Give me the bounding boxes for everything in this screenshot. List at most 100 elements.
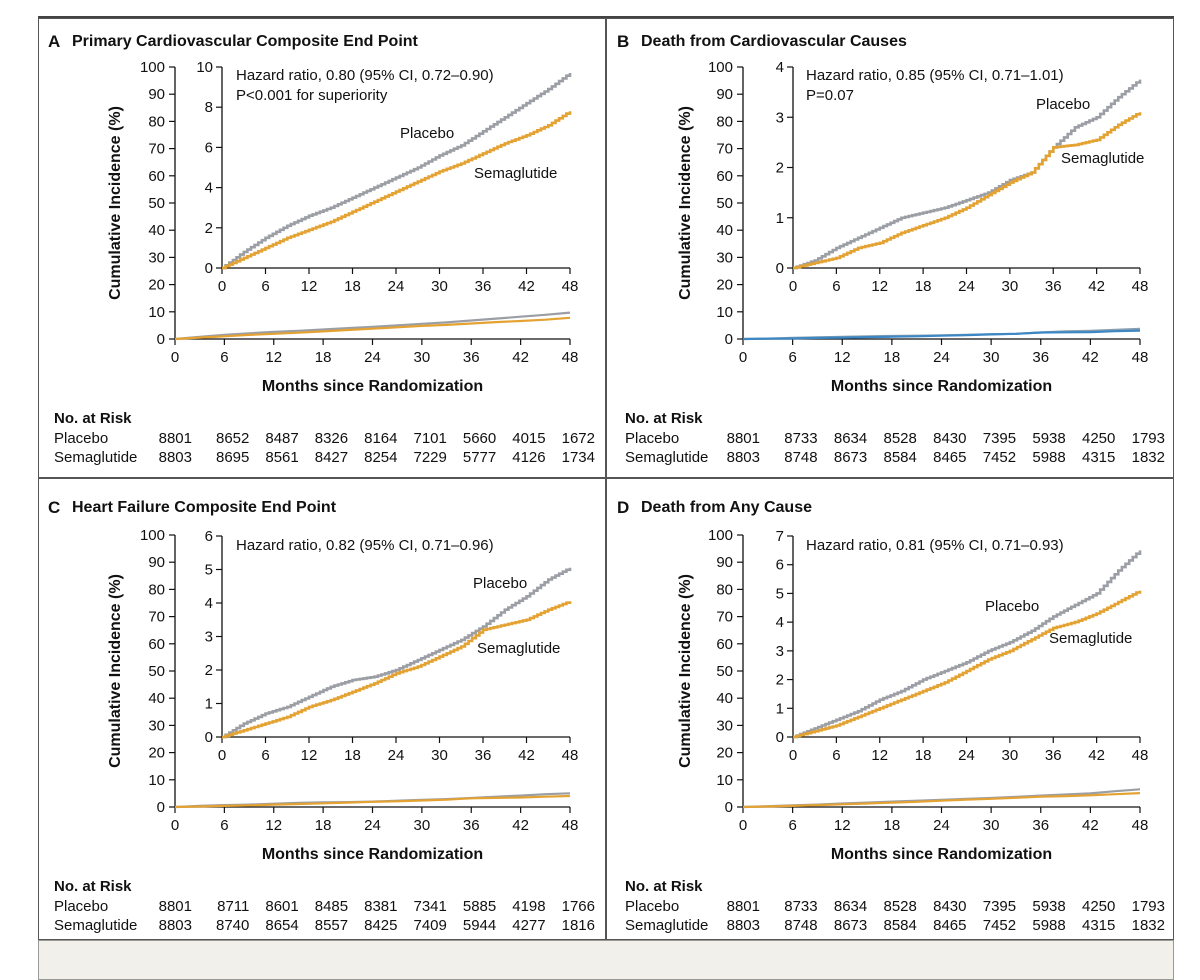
risk-header: No. at Risk xyxy=(625,410,703,427)
outer-y-tick-label: 90 xyxy=(716,86,733,103)
inset-x-tick-label: 42 xyxy=(1088,278,1105,295)
outer-x-tick-label: 18 xyxy=(315,817,332,834)
inset-x-tick-label: 6 xyxy=(832,747,840,764)
inset-x-tick-label: 48 xyxy=(562,747,579,764)
risk-value: 8584 xyxy=(883,917,917,934)
outer-y-tick-label: 60 xyxy=(716,636,733,653)
risk-value: 7341 xyxy=(413,898,447,915)
outer-series-semaglutide xyxy=(742,792,1141,809)
risk-row-label: Semaglutide xyxy=(625,917,709,934)
inset-x-tick-label: 30 xyxy=(1002,747,1019,764)
inset-y-tick-label: 2 xyxy=(205,220,213,237)
risk-value: 4126 xyxy=(512,449,546,466)
outer-y-tick-label: 30 xyxy=(716,717,733,734)
inset-y-tick-label: 3 xyxy=(776,643,784,660)
outer-y-tick-label: 80 xyxy=(716,113,733,130)
caption-box xyxy=(38,940,1174,980)
outer-y-tick-label: 90 xyxy=(716,554,733,571)
inset-x-tick-label: 48 xyxy=(1132,747,1149,764)
outer-y-tick-label: 50 xyxy=(148,195,165,212)
outer-y-tick-label: 80 xyxy=(148,113,165,130)
risk-value: 8528 xyxy=(883,898,917,915)
inset-y-tick-label: 7 xyxy=(776,528,784,545)
risk-value: 4250 xyxy=(1082,898,1116,915)
inset-x-tick-label: 18 xyxy=(344,747,361,764)
inset-x-tick-label: 0 xyxy=(218,278,226,295)
risk-value: 1793 xyxy=(1131,898,1165,915)
panel-b xyxy=(606,18,1174,478)
risk-row-label: Placebo xyxy=(625,898,680,915)
risk-value: 8634 xyxy=(833,430,868,447)
inset-x-tick-label: 36 xyxy=(1045,747,1062,764)
risk-value: 8803 xyxy=(726,917,760,934)
risk-header: No. at Risk xyxy=(54,410,132,427)
risk-value: 7101 xyxy=(413,430,447,447)
inset-y-tick-label: 8 xyxy=(205,99,213,116)
inset-x-tick-label: 36 xyxy=(475,747,492,764)
inset-y-tick-label: 0 xyxy=(205,260,213,277)
outer-y-tick-label: 90 xyxy=(148,86,165,103)
inset-series-semaglutide xyxy=(793,112,1142,270)
outer-y-tick-label: 60 xyxy=(716,168,733,185)
outer-y-tick-label: 70 xyxy=(716,141,733,158)
top-rule xyxy=(38,16,1174,18)
risk-value: 7229 xyxy=(413,449,447,466)
outer-y-tick-label: 0 xyxy=(725,331,733,348)
semaglutide-label: Semaglutide xyxy=(1061,150,1144,167)
outer-y-tick-label: 50 xyxy=(148,663,165,680)
inset-y-tick-label: 0 xyxy=(776,729,784,746)
inset-x-tick-label: 24 xyxy=(958,278,975,295)
inset-x-tick-label: 6 xyxy=(261,278,269,295)
risk-value: 8748 xyxy=(784,917,818,934)
outer-y-tick-label: 20 xyxy=(716,277,733,294)
inset-x-tick-label: 48 xyxy=(1132,278,1149,295)
outer-x-tick-label: 30 xyxy=(983,817,1000,834)
outer-x-tick-label: 36 xyxy=(1032,349,1049,366)
outer-y-tick-label: 30 xyxy=(148,717,165,734)
risk-value: 4250 xyxy=(1082,430,1116,447)
panel-d xyxy=(606,478,1174,940)
outer-y-tick-label: 20 xyxy=(148,745,165,762)
risk-row-label: Placebo xyxy=(625,430,680,447)
outer-y-tick-label: 10 xyxy=(148,772,165,789)
outer-x-tick-label: 42 xyxy=(512,817,529,834)
inset-x-tick-label: 30 xyxy=(431,278,448,295)
inset-y-tick-label: 3 xyxy=(205,629,213,646)
inset-x-tick-label: 12 xyxy=(301,278,318,295)
risk-value: 5944 xyxy=(462,917,497,934)
risk-value: 8465 xyxy=(933,449,967,466)
outer-y-tick-label: 70 xyxy=(148,609,165,626)
risk-value: 8652 xyxy=(216,430,250,447)
inset-x-tick-label: 30 xyxy=(1002,278,1019,295)
risk-value: 8740 xyxy=(216,917,250,934)
risk-value: 8425 xyxy=(364,917,398,934)
outer-y-tick-label: 30 xyxy=(148,249,165,266)
outer-y-tick-label: 50 xyxy=(716,195,733,212)
outer-x-tick-label: 6 xyxy=(788,349,796,366)
panel-c xyxy=(38,478,606,940)
inset-x-tick-label: 6 xyxy=(832,278,840,295)
outer-x-tick-label: 36 xyxy=(1032,817,1049,834)
hazard-annotation: Hazard ratio, 0.81 (95% CI, 0.71–0.93) xyxy=(806,537,1064,554)
risk-value: 8427 xyxy=(314,449,349,466)
outer-series-semaglutide xyxy=(174,794,571,809)
inset-series-placebo xyxy=(793,79,1142,270)
outer-x-tick-label: 30 xyxy=(414,817,431,834)
outer-x-tick-label: 48 xyxy=(562,817,579,834)
risk-value: 8634 xyxy=(833,898,868,915)
outer-x-tick-label: 18 xyxy=(315,349,332,366)
inset-y-tick-label: 0 xyxy=(205,729,213,746)
outer-x-tick-label: 30 xyxy=(983,349,1000,366)
risk-value: 8801 xyxy=(158,430,192,447)
risk-value: 8801 xyxy=(726,430,760,447)
panel-c-title: Heart Failure Composite End Point xyxy=(72,499,337,516)
y-axis-label: Cumulative Incidence (%) xyxy=(677,574,694,768)
outer-y-tick-label: 30 xyxy=(716,249,733,266)
outer-series-semaglutide xyxy=(174,316,571,341)
outer-y-tick-label: 40 xyxy=(148,222,165,239)
risk-value: 8803 xyxy=(726,449,760,466)
y-axis-label: Cumulative Incidence (%) xyxy=(677,106,694,300)
risk-value: 1816 xyxy=(561,917,595,934)
